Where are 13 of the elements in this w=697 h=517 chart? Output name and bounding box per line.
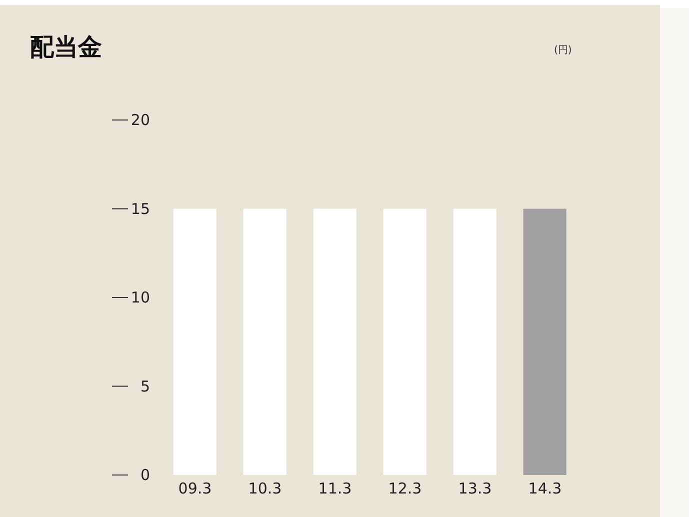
x-tick-label: 12.3 [388, 480, 422, 498]
x-tick-label: 11.3 [318, 480, 352, 498]
y-tick-label: 0 [140, 466, 150, 484]
x-tick-label: 09.3 [178, 480, 212, 498]
y-tick-label: 10 [130, 288, 150, 306]
x-tick-label: 10.3 [248, 480, 282, 498]
y-tick-label: 15 [130, 200, 150, 218]
text: (円) [554, 45, 572, 56]
chart-title: 配当金 [30, 32, 102, 63]
y-tick-label: 5 [140, 377, 150, 396]
x-tick-label: 14.3 [528, 480, 562, 498]
y-tick-label: 20 [130, 111, 150, 129]
x-tick-label: 13.3 [458, 480, 492, 498]
